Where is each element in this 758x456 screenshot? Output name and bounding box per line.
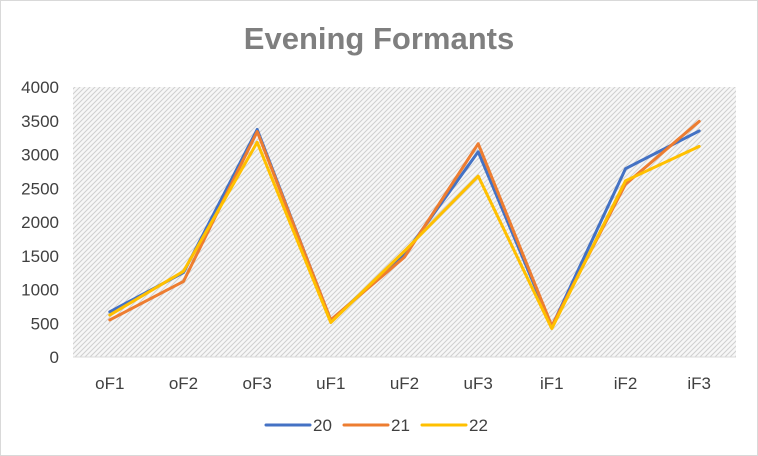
x-tick-label: iF3 (687, 374, 711, 393)
legend: 20 21 22 (264, 416, 488, 435)
series-lines (108, 119, 701, 331)
legend-item-20: 20 (264, 416, 332, 435)
y-tick-label: 1500 (21, 247, 59, 266)
y-tick-label: 500 (31, 314, 59, 333)
x-tick-label: iF1 (540, 374, 564, 393)
legend-label: 21 (391, 416, 410, 435)
x-tick-label: oF1 (95, 374, 124, 393)
legend-label: 22 (469, 416, 488, 435)
x-tick-label: uF1 (316, 374, 345, 393)
plot-area (73, 87, 736, 357)
legend-item-22: 22 (420, 416, 488, 435)
y-tick-label: 3500 (21, 112, 59, 131)
y-axis-ticks: 0 500 1000 1500 2000 2500 3000 3500 4000 (21, 78, 59, 367)
legend-label: 20 (313, 416, 332, 435)
y-tick-label: 1000 (21, 281, 59, 300)
x-tick-label: uF3 (464, 374, 493, 393)
y-tick-label: 2000 (21, 213, 59, 232)
x-tick-label: oF2 (169, 374, 198, 393)
series-line-22 (108, 140, 701, 331)
x-tick-label: uF2 (390, 374, 419, 393)
x-axis-ticks: oF1 oF2 oF3 uF1 uF2 uF3 iF1 iF2 iF3 (95, 374, 711, 393)
x-tick-label: iF2 (614, 374, 638, 393)
y-tick-label: 4000 (21, 78, 59, 97)
y-tick-label: 3000 (21, 146, 59, 165)
y-tick-label: 2500 (21, 179, 59, 198)
chart-title: Evening Formants (244, 21, 514, 56)
x-tick-label: oF3 (243, 374, 272, 393)
legend-item-21: 21 (342, 416, 410, 435)
y-tick-label: 0 (50, 348, 59, 367)
